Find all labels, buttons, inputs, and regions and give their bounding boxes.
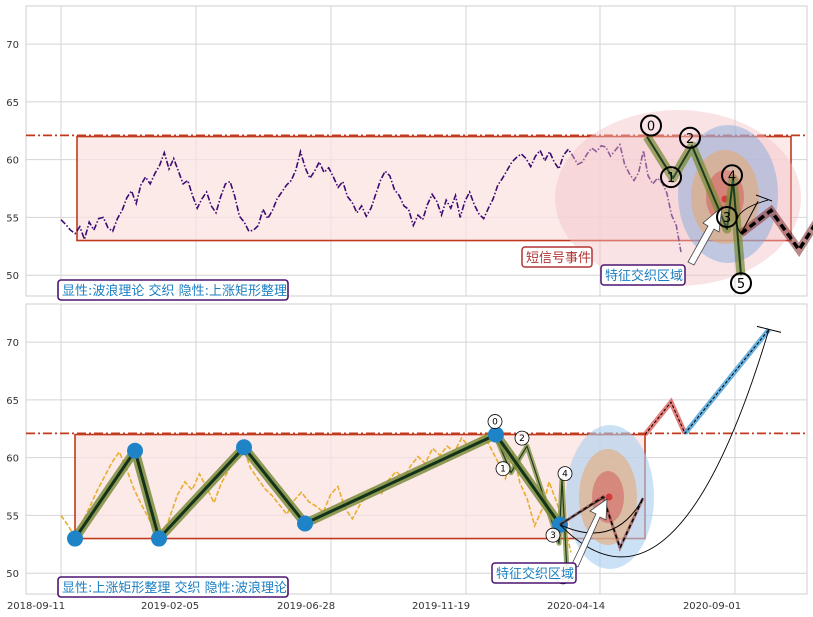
pattern-label-box: [57, 576, 289, 598]
wave-label: 0: [647, 120, 655, 135]
x-tick-label: 2020-04-14: [547, 601, 605, 612]
wave-label: 3: [550, 531, 556, 541]
y-tick-label: 55: [6, 511, 19, 522]
forecast-path: [739, 208, 813, 253]
wave-marker: [557, 466, 573, 482]
price-series: [60, 433, 572, 553]
target-curve-short: [559, 497, 644, 534]
x-tick-label: 2019-02-05: [141, 601, 199, 612]
wave-label: 4: [728, 169, 736, 184]
wave-label: 1: [667, 171, 675, 186]
annotation-text: 特征交织区域: [605, 268, 683, 284]
wave-marker: [487, 414, 503, 429]
annotation-box: [491, 562, 577, 584]
x-tick-label: 2020-09-01: [683, 601, 741, 612]
y-tick-label: 60: [6, 156, 19, 167]
wave-label: 1: [500, 465, 506, 475]
wave-label: 4: [562, 470, 568, 480]
wave-label: 2: [519, 434, 525, 444]
forecast-curve: [736, 199, 769, 234]
y-tick-label: 60: [6, 454, 19, 465]
annotation-box: [600, 264, 686, 286]
wave-label: 2: [686, 132, 694, 147]
wave-label: 3: [723, 211, 731, 226]
y-tick-label: 65: [6, 396, 19, 407]
pivot-marker: [488, 426, 504, 443]
forecast-path: [559, 495, 644, 550]
wave-marker: [514, 430, 530, 446]
pivot-marker: [236, 439, 252, 456]
y-tick-label: 50: [6, 271, 19, 282]
y-tick-label: 50: [6, 569, 19, 580]
pattern-label: 显性:波浪理论 交织 隐性:上涨矩形整理: [62, 283, 287, 299]
arrow-icon: [687, 206, 723, 266]
price-series: [60, 142, 682, 253]
x-tick-label: 2019-11-19: [412, 601, 470, 612]
x-tick-label: 2018-09-11: [7, 601, 65, 612]
x-tick-label: 2019-06-28: [277, 601, 335, 612]
target-chord: [559, 496, 606, 526]
target-curve: [559, 329, 770, 558]
wave-path-core: [646, 136, 742, 276]
forecast-tick: [755, 194, 773, 202]
annotation-text: 短信号事件: [526, 251, 591, 266]
y-tick-label: 70: [6, 338, 19, 349]
wave-marker: [495, 461, 511, 477]
target-path: [644, 329, 770, 435]
x-axis-ticks: 2018-09-11 2019-02-05 2019-06-28 2019-11-19…: [7, 601, 741, 612]
wave-marker: [679, 126, 701, 149]
pivot-marker: [67, 530, 83, 547]
pivot-marker: [297, 515, 313, 532]
y-tick-label: 65: [6, 98, 19, 109]
wave-marker: [721, 164, 743, 187]
y-tick-label: 55: [6, 213, 19, 224]
pattern-label: 显性:上涨矩形整理 交织 隐性:波浪理论: [62, 580, 287, 596]
rectangle-pattern: [76, 135, 792, 242]
annotation-text: 特征交织区域: [496, 566, 574, 582]
wave-marker: [660, 166, 682, 189]
wave-marker: [545, 527, 561, 543]
y-tick-label: 70: [6, 40, 19, 51]
pivot-marker: [151, 530, 167, 547]
annotation-box: [521, 246, 593, 268]
arrow-icon: [571, 498, 608, 568]
wave-marker: [640, 114, 662, 137]
pattern-label-box: [57, 279, 289, 301]
wave-marker: [730, 272, 752, 295]
wave-marker: [716, 205, 738, 228]
wave-label: 5: [737, 277, 745, 292]
bottom-panel: 5055606570012345特征交织区域显性:上涨矩形整理 交织 隐性:波浪…: [6, 303, 808, 598]
pivot-marker: [127, 442, 143, 459]
forecast-chord: [740, 201, 759, 234]
wave-label: 0: [492, 418, 498, 428]
